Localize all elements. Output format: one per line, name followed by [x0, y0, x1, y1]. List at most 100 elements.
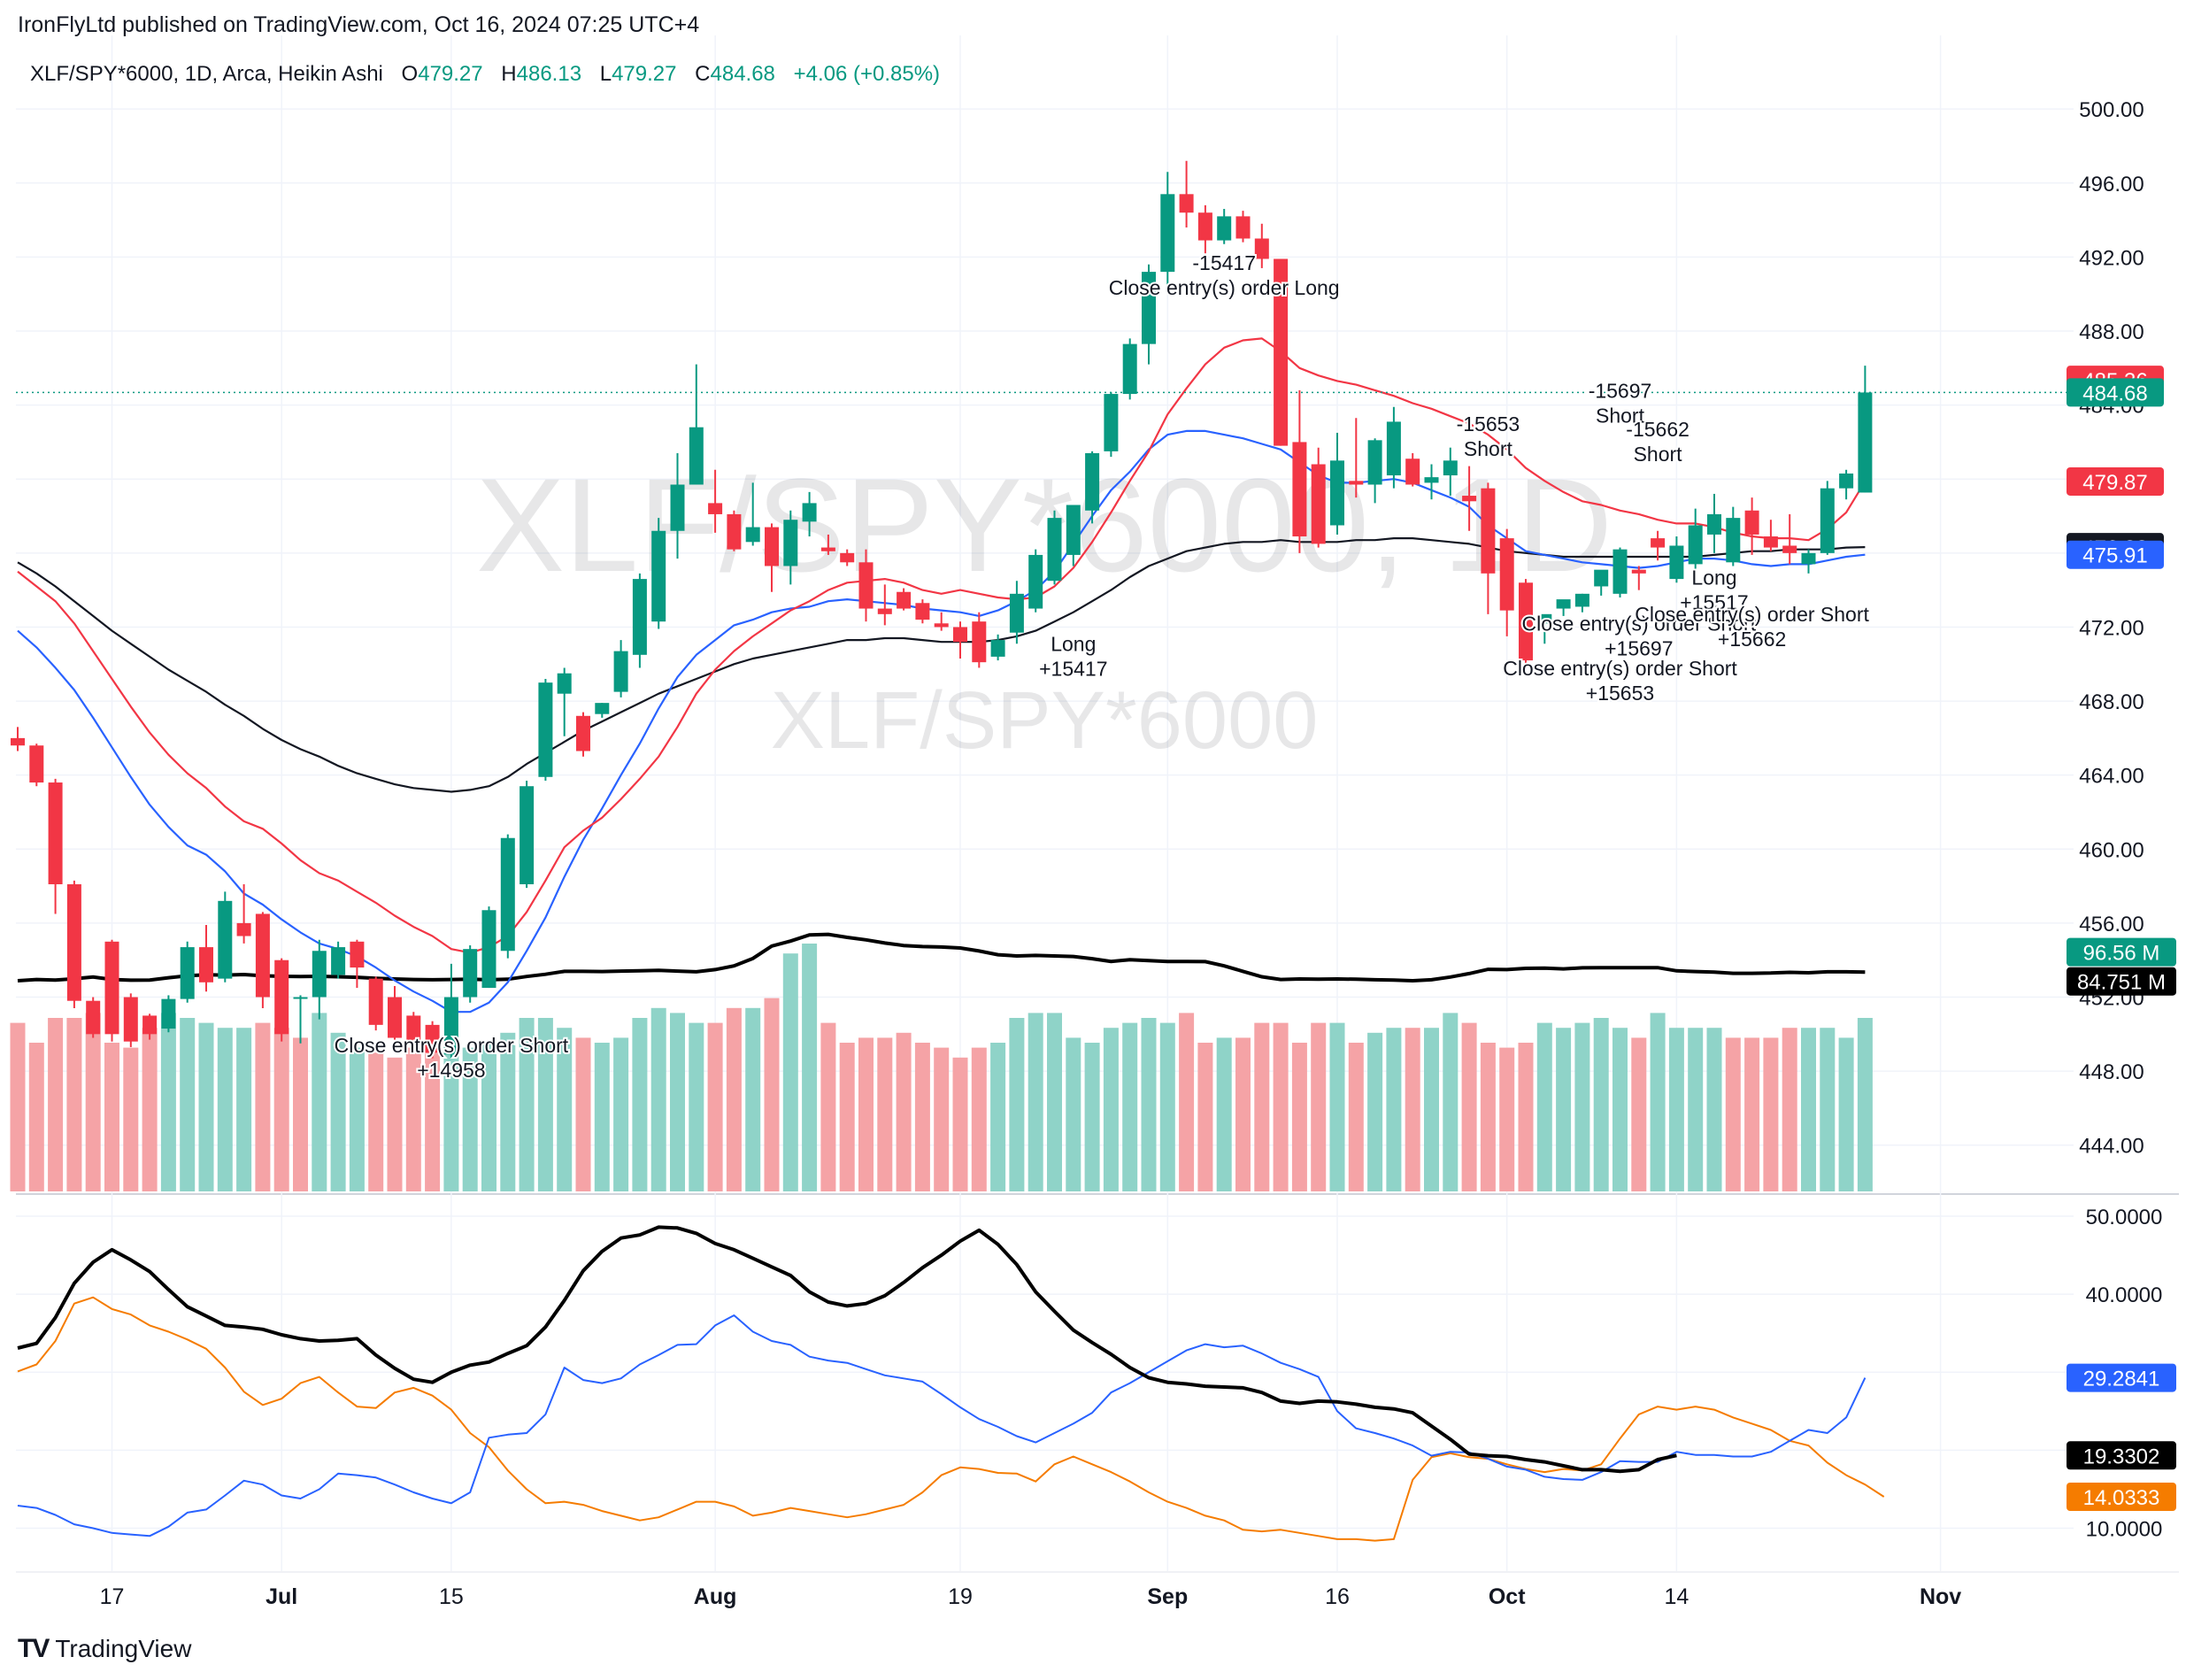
price-tag	[2067, 378, 2164, 407]
volume-ma-line	[17, 932, 1866, 983]
candle-body	[1594, 569, 1609, 587]
candle-body	[877, 608, 892, 614]
candle-body	[1160, 194, 1175, 273]
volume-bar	[613, 1037, 629, 1191]
volume-bar	[236, 1028, 252, 1191]
y-tick-label: 448.00	[2079, 1060, 2144, 1084]
x-tick-label: 15	[439, 1584, 464, 1609]
volume-bar	[1725, 1037, 1741, 1191]
y-tick-label: 488.00	[2079, 320, 2144, 344]
volume-bar	[971, 1047, 987, 1191]
candle-body	[1311, 464, 1326, 544]
volume-bar	[1424, 1028, 1439, 1191]
volume-bar	[1857, 1018, 1873, 1191]
trade-annotation-label: +15517	[1680, 590, 1748, 613]
candle-body	[11, 737, 25, 746]
volume-bar	[650, 1007, 666, 1191]
candle-body	[1763, 536, 1778, 548]
candle-body	[1028, 554, 1043, 609]
candle-body	[66, 884, 81, 1001]
candle-body	[972, 621, 987, 663]
brand-name: TradingView	[55, 1635, 192, 1662]
volume-bar	[707, 1022, 723, 1191]
osc-black-line	[17, 1225, 1677, 1474]
candle-body	[274, 959, 289, 1035]
candle-body	[1839, 473, 1854, 489]
volume-bar	[1801, 1028, 1816, 1191]
sma-black-line	[17, 536, 1866, 793]
trade-annotation-label: -15417	[1192, 251, 1256, 274]
volume-bar	[293, 1037, 308, 1191]
osc-value-tag	[2067, 1363, 2176, 1392]
y-tick-label: 472.00	[2079, 616, 2144, 640]
x-tick-label: 16	[1325, 1584, 1350, 1609]
candle-body	[651, 530, 666, 622]
volume-bar	[1066, 1037, 1081, 1191]
price-tag-label: 484.68	[2082, 381, 2147, 405]
candle-body	[1537, 613, 1552, 624]
ema-blue-line	[17, 429, 1866, 1013]
candle-body	[1104, 394, 1119, 451]
volume-bar	[28, 1043, 44, 1191]
volume-bar	[425, 1044, 441, 1191]
candle-body	[1424, 477, 1439, 483]
watermark-large: XLF/SPY*6000, 1D	[476, 451, 1612, 599]
volume-bar	[387, 1057, 403, 1191]
open-label: O	[401, 62, 419, 86]
volume-bar	[1612, 1028, 1628, 1191]
low-value: 479.27	[612, 62, 677, 86]
volume-bar	[914, 1043, 930, 1191]
volume-bar	[1668, 1028, 1684, 1191]
osc-y-tick-label: 40.0000	[2086, 1283, 2163, 1307]
y-tick-label: 444.00	[2079, 1135, 2144, 1159]
candle-body	[1085, 452, 1100, 511]
volume-bar	[123, 1047, 139, 1191]
candle-body	[199, 947, 213, 983]
candle-body	[1349, 481, 1364, 485]
volume-bar	[952, 1057, 968, 1191]
volume-bar	[1706, 1028, 1722, 1191]
low-label: L	[599, 62, 612, 86]
candle-body	[632, 579, 647, 655]
candle-body	[557, 673, 572, 694]
trade-annotation-label: +15662	[1718, 628, 1786, 651]
candle-body	[1820, 488, 1835, 553]
candle-body	[1179, 194, 1194, 213]
x-tick-label: Nov	[1920, 1584, 1961, 1609]
volume-bar	[858, 1037, 874, 1191]
volume-bar	[1009, 1018, 1025, 1191]
volume-bar	[877, 1037, 893, 1191]
volume-bar	[66, 1018, 82, 1191]
tradingview-brand[interactable]: TV TradingView	[18, 1634, 191, 1664]
candle-body	[1274, 258, 1289, 446]
candle-body	[1744, 510, 1759, 535]
volume-bar	[1141, 1018, 1157, 1191]
volume-bar	[670, 1013, 685, 1191]
volume-bar	[934, 1047, 950, 1191]
volume-bar	[632, 1018, 648, 1191]
price-tag-label: 479.87	[2082, 471, 2147, 495]
volume-bar	[1084, 1043, 1100, 1191]
x-tick-label: 17	[100, 1584, 125, 1609]
x-tick-label: Sep	[1147, 1584, 1188, 1609]
volume-bar	[1179, 1013, 1195, 1191]
volume-bar	[10, 1022, 26, 1191]
candle-body	[1519, 582, 1533, 661]
candle-body	[727, 513, 742, 550]
volume-bar	[1499, 1047, 1515, 1191]
candle-body	[990, 640, 1005, 657]
volume-bar	[594, 1043, 610, 1191]
volume-bar	[1838, 1037, 1854, 1191]
candle-body	[934, 623, 949, 628]
trade-annotation-label: -15697	[1589, 379, 1652, 402]
candle-body	[48, 782, 63, 885]
candle-body	[368, 978, 383, 1025]
y-tick-label: 496.00	[2079, 173, 2144, 197]
price-tag	[2067, 466, 2164, 496]
candle-body	[802, 503, 817, 522]
volume-bar	[1461, 1022, 1477, 1191]
candle-body	[481, 910, 496, 989]
volume-bar	[689, 1022, 704, 1191]
candle-body	[1726, 518, 1741, 563]
